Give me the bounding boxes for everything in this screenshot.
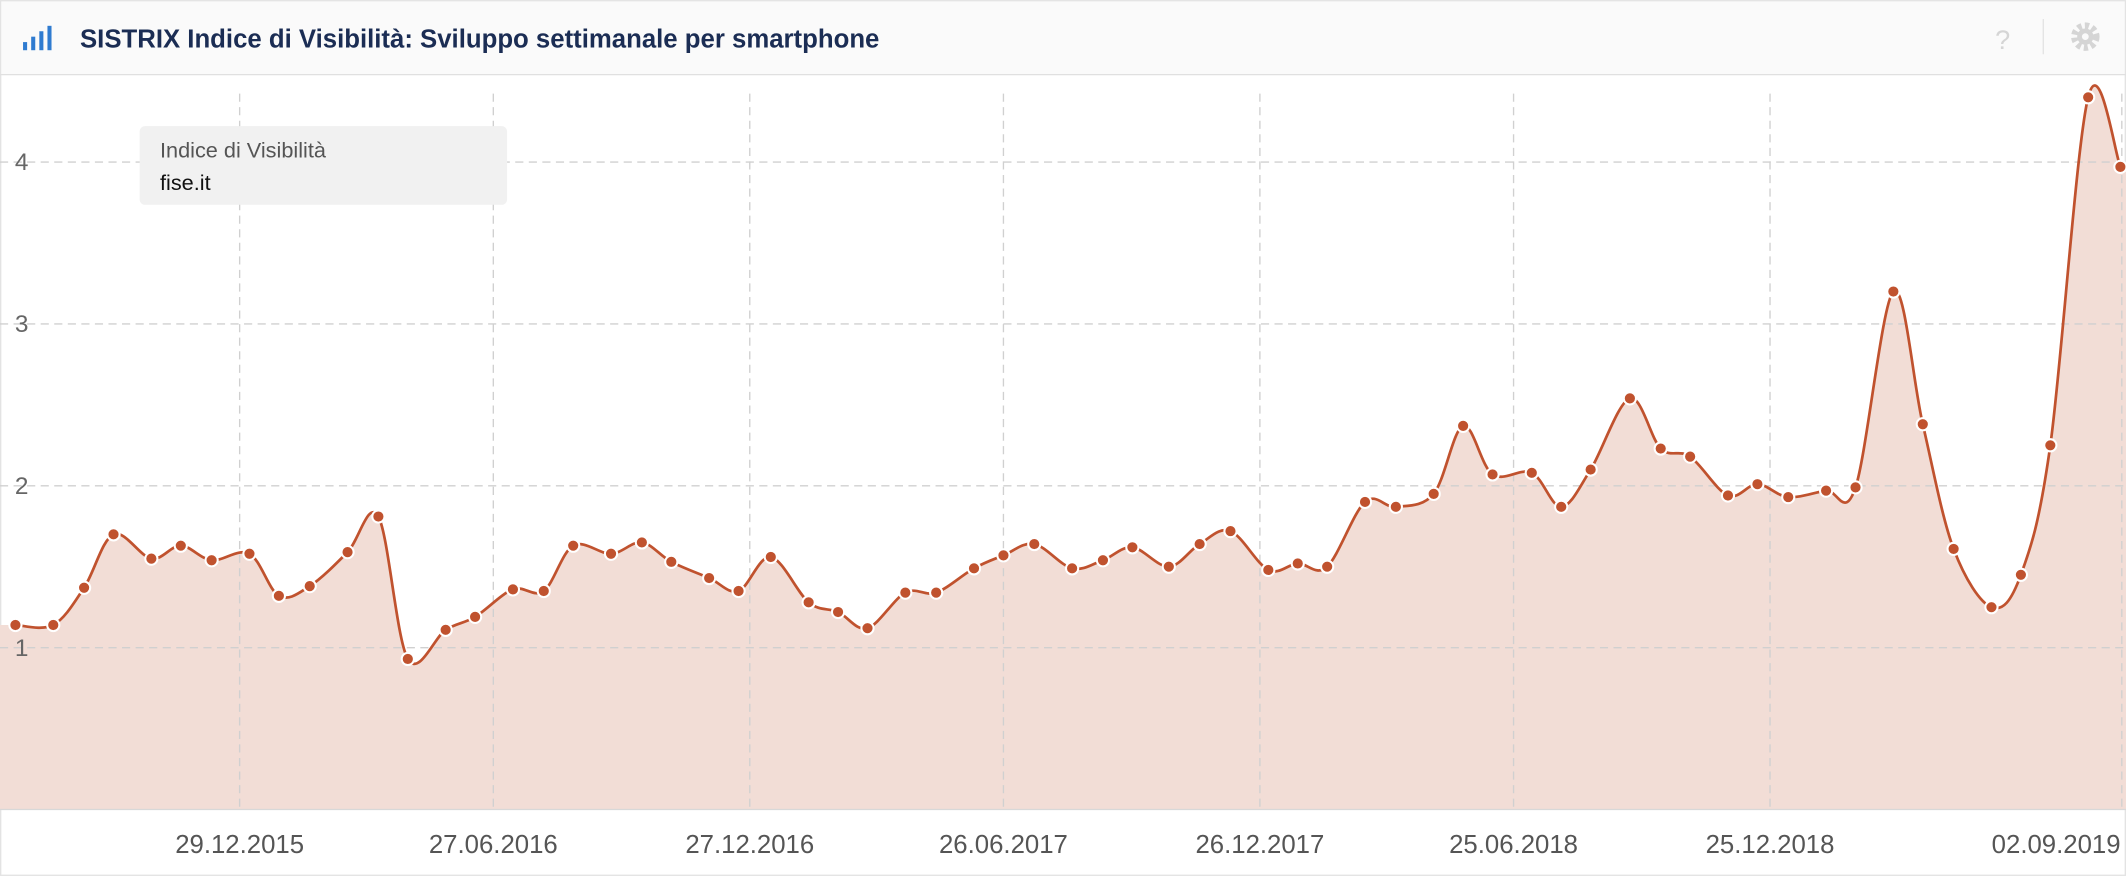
point bbox=[801, 595, 816, 610]
point bbox=[438, 622, 453, 637]
point bbox=[2081, 90, 2096, 105]
point bbox=[1161, 559, 1176, 574]
point bbox=[1750, 477, 1765, 492]
point bbox=[371, 509, 386, 524]
point bbox=[1064, 561, 1080, 576]
legend-box bbox=[139, 126, 508, 205]
point bbox=[467, 609, 483, 625]
header bbox=[1, 1, 2125, 75]
y-tick-label: 4 bbox=[15, 149, 29, 176]
point bbox=[536, 583, 551, 599]
point bbox=[1781, 489, 1796, 505]
point bbox=[664, 554, 679, 569]
point bbox=[1946, 541, 1961, 557]
point bbox=[1125, 540, 1140, 555]
point bbox=[702, 570, 717, 586]
point bbox=[2013, 567, 2029, 582]
point bbox=[106, 527, 121, 542]
point bbox=[1683, 449, 1698, 464]
point bbox=[1192, 536, 1207, 552]
x-tick-label: 25.12.2018 bbox=[1706, 831, 1835, 859]
point bbox=[1290, 556, 1305, 571]
point bbox=[2113, 159, 2126, 175]
x-tick-label: 25.06.2018 bbox=[1449, 831, 1578, 859]
point bbox=[566, 538, 581, 553]
plot: 1 2 3 4 29.12.2015 27.06.2016 27.12.2016 26.06.… bbox=[0, 84, 2126, 859]
point bbox=[603, 546, 619, 561]
point bbox=[929, 585, 944, 600]
point bbox=[763, 549, 778, 565]
area bbox=[0, 85, 2126, 810]
point bbox=[966, 561, 982, 576]
point bbox=[340, 545, 355, 560]
point bbox=[830, 604, 846, 620]
point bbox=[1848, 480, 1863, 495]
point bbox=[271, 588, 287, 603]
point bbox=[1485, 467, 1500, 482]
point bbox=[1554, 499, 1569, 514]
point bbox=[400, 651, 415, 667]
point bbox=[1818, 483, 1834, 498]
y-tick-label: 1 bbox=[15, 635, 29, 662]
point bbox=[1915, 417, 1930, 432]
point bbox=[1583, 462, 1598, 477]
legend-entry: fise.it bbox=[160, 170, 211, 195]
point bbox=[634, 535, 649, 550]
point bbox=[1622, 391, 1638, 406]
point bbox=[8, 617, 23, 633]
point bbox=[1720, 488, 1736, 503]
y-tick-label: 2 bbox=[15, 473, 29, 500]
point bbox=[1455, 418, 1471, 433]
point bbox=[1095, 553, 1111, 568]
point bbox=[731, 583, 746, 599]
x-tick-label: 02.09.2019 bbox=[1992, 831, 2121, 859]
point bbox=[1357, 494, 1373, 510]
point bbox=[1984, 600, 1999, 615]
help-icon[interactable]: ? bbox=[1995, 24, 2010, 55]
point bbox=[302, 579, 317, 594]
point bbox=[860, 621, 875, 636]
point bbox=[204, 553, 219, 568]
point bbox=[898, 585, 913, 600]
x-tick-label: 29.12.2015 bbox=[175, 831, 304, 859]
legend-title: Indice di Visibilità bbox=[160, 137, 327, 162]
point bbox=[1426, 486, 1441, 501]
point bbox=[1653, 441, 1668, 456]
x-tick-label: 27.12.2016 bbox=[685, 831, 814, 859]
x-tick-label: 26.12.2017 bbox=[1195, 831, 1324, 859]
point bbox=[1223, 523, 1238, 539]
point bbox=[1320, 559, 1335, 574]
x-tick-label: 27.06.2016 bbox=[429, 831, 558, 859]
point bbox=[1886, 284, 1901, 299]
chart-icon bbox=[23, 25, 52, 51]
y-tick-label: 3 bbox=[15, 311, 29, 338]
point bbox=[1524, 465, 1539, 480]
x-tick-label: 26.06.2017 bbox=[939, 831, 1068, 859]
point bbox=[996, 548, 1011, 563]
point bbox=[1261, 562, 1276, 578]
point bbox=[46, 617, 61, 633]
point bbox=[76, 580, 92, 595]
point bbox=[242, 546, 257, 561]
point bbox=[2043, 438, 2058, 453]
chart-title: SISTRIX Indice di Visibilità: Sviluppo s… bbox=[80, 26, 879, 54]
settings-icon[interactable] bbox=[2071, 22, 2100, 51]
point bbox=[1027, 536, 1042, 552]
point bbox=[144, 551, 159, 566]
point bbox=[505, 582, 521, 597]
point bbox=[173, 538, 188, 553]
point bbox=[1388, 499, 1403, 514]
